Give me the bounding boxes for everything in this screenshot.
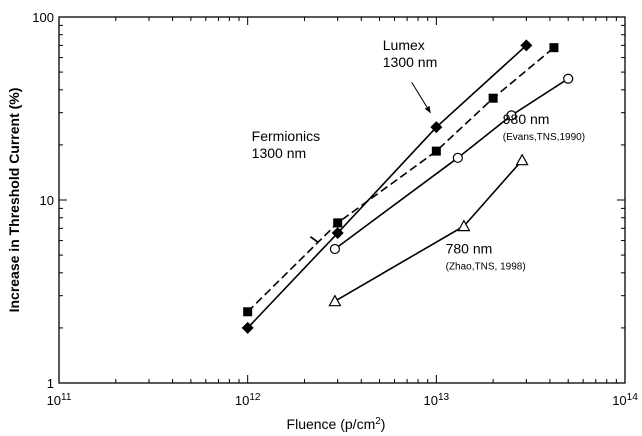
x-tick-label-exponent: 11 bbox=[61, 392, 72, 403]
annotation-line: Fermionics bbox=[252, 128, 320, 144]
x-tick-label-base: 10 bbox=[235, 393, 249, 408]
y-axis-title: Increase in Threshold Current (%) bbox=[6, 88, 22, 313]
x-tick-label-exponent: 12 bbox=[249, 392, 261, 403]
x-axis-title-end: ) bbox=[381, 416, 386, 432]
x-axis-title: Fluence (p/cm2) bbox=[287, 416, 386, 433]
data-point-triangle bbox=[515, 153, 529, 166]
series-line bbox=[247, 47, 555, 313]
data-point-diamond bbox=[241, 321, 254, 334]
y-tick-label: 1 bbox=[47, 376, 54, 391]
data-point-square bbox=[243, 307, 253, 317]
data-point-circle bbox=[329, 243, 341, 255]
y-tick-label: 100 bbox=[32, 10, 54, 25]
x-tick-label-exponent: 13 bbox=[438, 392, 450, 403]
y-tick-label: 10 bbox=[40, 193, 54, 208]
data-point-diamond bbox=[331, 227, 344, 240]
annotation-line: Lumex bbox=[383, 37, 425, 53]
annotation-line: 980 nm bbox=[503, 111, 550, 127]
x-tick-label-base: 10 bbox=[612, 393, 626, 408]
annotation-nm980: 980 nm (Evans,TNS,1990) bbox=[503, 111, 585, 143]
series-2 bbox=[241, 39, 533, 334]
series-line bbox=[247, 44, 527, 329]
data-point-diamond bbox=[430, 121, 443, 134]
annotation-line: 1300 nm bbox=[252, 145, 306, 161]
series-line bbox=[334, 78, 569, 250]
annotation-nm780: 780 nm (Zhao,TNS, 1998) bbox=[446, 241, 526, 273]
x-tick-label-exponent: 14 bbox=[627, 392, 639, 403]
data-point-square bbox=[549, 43, 559, 53]
x-tick-label-base: 10 bbox=[47, 393, 61, 408]
series-line bbox=[334, 159, 523, 302]
data-point-triangle bbox=[328, 294, 342, 307]
annotation-arrow bbox=[411, 81, 431, 114]
data-point-circle bbox=[452, 152, 463, 163]
data-point-triangle bbox=[457, 219, 471, 232]
annotation-arrow bbox=[309, 235, 319, 243]
series-layer bbox=[241, 39, 574, 334]
data-point-circle bbox=[506, 110, 517, 121]
data-point-diamond bbox=[520, 39, 533, 52]
x-tick-label: 1014 bbox=[612, 392, 638, 409]
plot-frame bbox=[58, 16, 626, 384]
series-4 bbox=[328, 153, 529, 307]
annotation-line: 780 nm bbox=[446, 241, 493, 257]
x-tick-label: 1012 bbox=[235, 392, 261, 409]
data-point-circle bbox=[563, 73, 574, 84]
series-1 bbox=[243, 43, 559, 317]
data-point-square bbox=[333, 218, 343, 228]
x-tick-label: 1011 bbox=[47, 392, 72, 409]
series-3 bbox=[329, 73, 574, 255]
data-point-square bbox=[431, 146, 441, 156]
x-axis-title-main: Fluence (p/cm bbox=[287, 416, 376, 432]
x-axis-title-sup: 2 bbox=[375, 416, 381, 427]
annotation-line: 1300 nm bbox=[383, 54, 437, 70]
x-tick-label-base: 10 bbox=[424, 393, 438, 408]
x-tick-label: 1013 bbox=[424, 392, 450, 409]
data-point-square bbox=[488, 93, 498, 103]
annotation-line: (Evans,TNS,1990) bbox=[503, 132, 585, 143]
annotation-line: (Zhao,TNS, 1998) bbox=[446, 262, 526, 273]
